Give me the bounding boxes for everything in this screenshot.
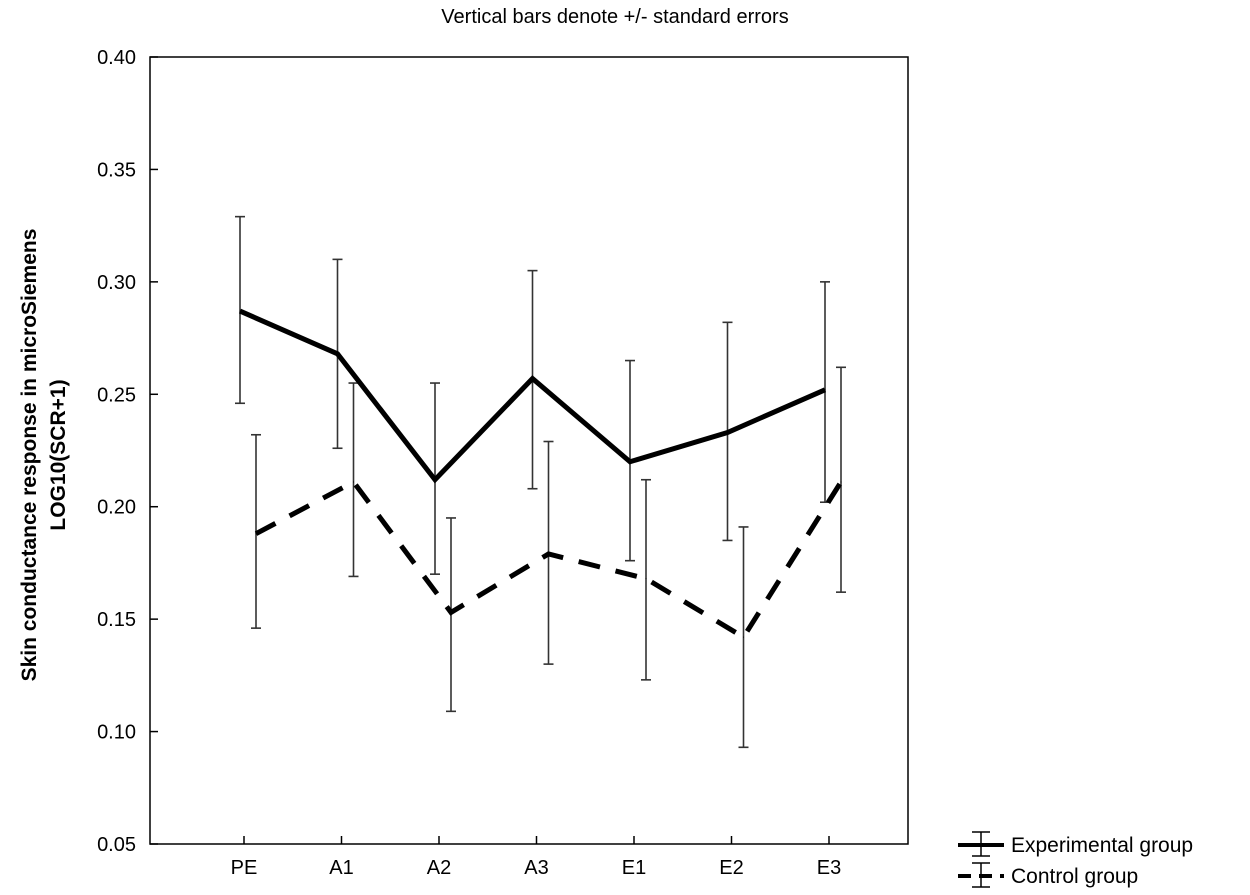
x-tick-label-e1: E1 xyxy=(622,857,646,879)
data-point-control-a1 xyxy=(353,481,354,483)
x-tick-label-a1: A1 xyxy=(329,857,353,879)
chart-title: Vertical bars denote +/- standard errors xyxy=(441,6,788,28)
y-axis-label-line-1: Skin conductance response in microSiemen… xyxy=(18,229,41,682)
x-axis: PE A1 A2 A3 E1 E2 E3 xyxy=(231,836,841,879)
y-tick-label-7: 0.40 xyxy=(97,47,136,69)
x-tick-label-a3: A3 xyxy=(524,857,548,879)
data-point-experimental-pe xyxy=(239,310,241,312)
legend-label-experimental: Experimental group xyxy=(1011,834,1193,857)
y-axis: 0.05 0.10 0.15 0.20 0.25 0.30 0.35 0.40 xyxy=(97,47,158,856)
error-bar-control-a1 xyxy=(348,382,359,578)
data-point-experimental-a1 xyxy=(337,353,338,355)
y-tick-label-0: 0.05 xyxy=(97,834,136,856)
data-point-experimental-a3 xyxy=(532,378,533,380)
data-point-experimental-e1 xyxy=(629,461,631,463)
y-axis-label-line-2: LOG10(SCR+1) xyxy=(47,379,70,530)
x-tick-label-a2: A2 xyxy=(427,857,451,879)
data-point-control-a2 xyxy=(450,611,452,613)
data-point-experimental-e2 xyxy=(727,432,728,434)
series-lines xyxy=(238,308,844,641)
error-bars xyxy=(235,215,846,749)
x-tick-label-e2: E2 xyxy=(719,857,743,879)
data-point-control-e3 xyxy=(840,481,842,483)
y-tick-label-1: 0.10 xyxy=(97,722,136,744)
legend: Experimental group Control group xyxy=(958,831,1193,888)
data-point-control-e2 xyxy=(743,636,744,638)
y-tick-label-3: 0.20 xyxy=(97,497,136,519)
legend-label-control: Control group xyxy=(1011,865,1138,888)
data-point-experimental-a2 xyxy=(434,479,436,481)
y-tick-label-4: 0.25 xyxy=(97,384,136,406)
legend-item-control: Control group xyxy=(958,862,1138,888)
data-point-control-e1 xyxy=(645,578,647,580)
data-point-experimental-e3 xyxy=(824,389,826,391)
plot-frame xyxy=(149,56,909,845)
y-tick-label-5: 0.30 xyxy=(97,272,136,294)
y-tick-label-6: 0.35 xyxy=(97,159,136,181)
x-tick-label-pe: PE xyxy=(231,857,258,879)
error-bar-control-e1 xyxy=(641,478,651,681)
y-tick-label-2: 0.15 xyxy=(97,609,136,631)
data-point-control-a3 xyxy=(548,553,549,555)
error-bar-control-e3 xyxy=(836,366,846,593)
x-tick-label-e3: E3 xyxy=(817,857,841,879)
legend-item-experimental: Experimental group xyxy=(958,831,1193,857)
error-bar-experimental-pe xyxy=(235,215,245,405)
data-point-control-pe xyxy=(255,533,257,535)
